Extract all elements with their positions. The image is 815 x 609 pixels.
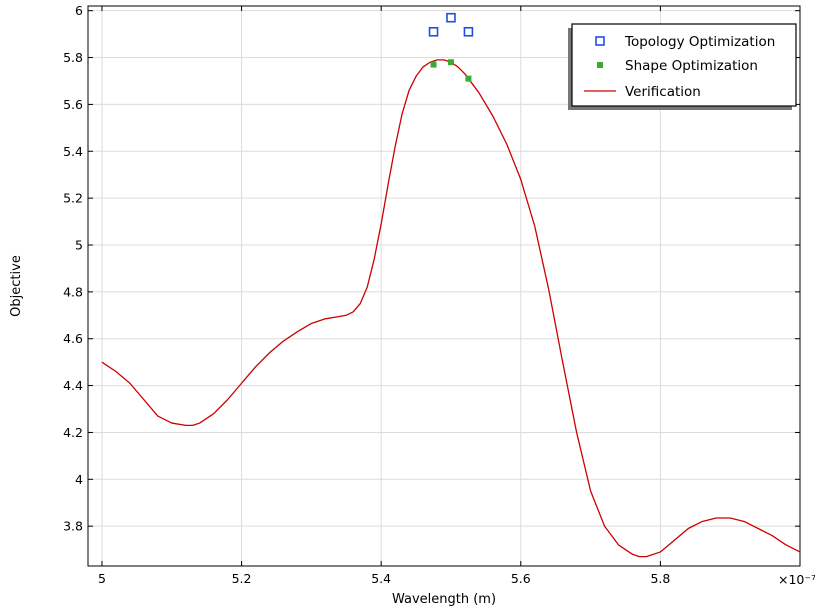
- y-tick-label: 3.8: [63, 519, 83, 534]
- legend-label: Topology Optimization: [624, 34, 775, 50]
- legend-topology-marker: [595, 36, 605, 46]
- legend-items: Topology Optimization Shape Optimization V…: [584, 34, 775, 100]
- y-tick-label: 4.6: [63, 331, 83, 346]
- x-axis-title: Wavelength (m): [392, 592, 496, 607]
- legend-item: Topology Optimization: [595, 34, 775, 50]
- legend-label: Shape Optimization: [625, 58, 758, 74]
- y-tick-label: 4: [75, 472, 83, 487]
- shape-point: [430, 61, 437, 68]
- verification-line: [101, 59, 801, 558]
- legend-label: Verification: [625, 84, 701, 100]
- legend-item: Verification: [584, 84, 701, 100]
- axis-ticks: 5 5.2 5.4 5.6 5.8 3.8 4 4.2 4.4 4.6 4.8 5 5.2 5.4 5.6 5…: [63, 3, 800, 586]
- topology-point: [428, 26, 439, 37]
- y-tick-label: 5.4: [63, 144, 83, 159]
- x-multiplier-label: ×10⁻⁷: [778, 572, 815, 587]
- x-tick-label: 5.2: [232, 571, 252, 586]
- shape-point: [465, 75, 472, 82]
- topology-point: [463, 26, 474, 37]
- x-tick-label: 5.6: [511, 571, 531, 586]
- legend: Topology Optimization Shape Optimization V…: [568, 23, 797, 110]
- shape-point: [447, 59, 454, 66]
- legend-shape-marker: [597, 62, 603, 68]
- legend-item: Shape Optimization: [597, 58, 758, 74]
- y-tick-label: 4.4: [63, 378, 83, 393]
- series-layer: [101, 12, 801, 558]
- grid-lines: [88, 6, 800, 566]
- y-tick-label: 6: [75, 3, 83, 18]
- y-tick-label: 5.6: [63, 97, 83, 112]
- y-tick-label: 5: [75, 237, 83, 252]
- x-tick-label: 5.8: [650, 571, 670, 586]
- y-axis-title: Objective: [9, 255, 24, 317]
- plot-frame: [87, 5, 801, 567]
- x-tick-label: 5.4: [371, 571, 391, 586]
- plot-border: [87, 5, 801, 567]
- topology-point: [446, 12, 456, 23]
- y-tick-label: 5.8: [63, 50, 83, 65]
- y-tick-label: 4.8: [63, 284, 83, 299]
- legend-box: [571, 23, 797, 107]
- y-tick-label: 4.2: [63, 425, 83, 440]
- x-tick-label: 5: [98, 571, 106, 586]
- y-tick-label: 5.2: [63, 191, 83, 206]
